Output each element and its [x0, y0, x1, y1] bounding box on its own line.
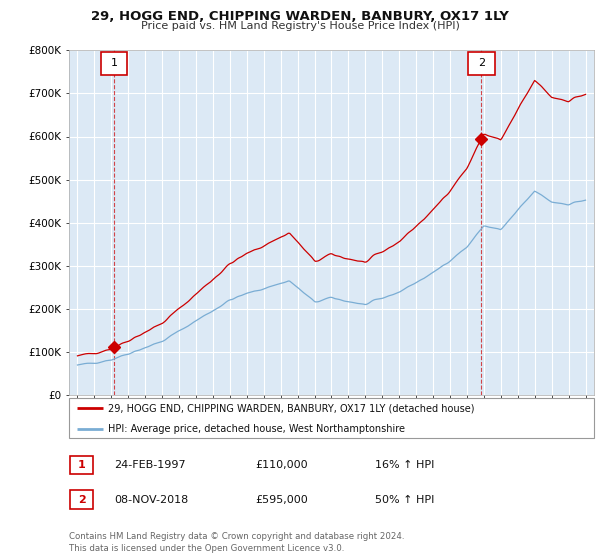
Text: 2: 2 [478, 58, 485, 68]
Text: 1: 1 [110, 58, 118, 68]
Text: 2: 2 [78, 494, 85, 505]
FancyBboxPatch shape [69, 398, 594, 438]
Text: £110,000: £110,000 [255, 460, 308, 470]
Text: Price paid vs. HM Land Registry's House Price Index (HPI): Price paid vs. HM Land Registry's House … [140, 21, 460, 31]
Text: 24-FEB-1997: 24-FEB-1997 [114, 460, 185, 470]
Text: HPI: Average price, detached house, West Northamptonshire: HPI: Average price, detached house, West… [109, 424, 406, 434]
FancyBboxPatch shape [70, 491, 93, 508]
Text: 29, HOGG END, CHIPPING WARDEN, BANBURY, OX17 1LY: 29, HOGG END, CHIPPING WARDEN, BANBURY, … [91, 10, 509, 23]
Text: £595,000: £595,000 [255, 494, 308, 505]
Text: 08-NOV-2018: 08-NOV-2018 [114, 494, 188, 505]
Text: 16% ↑ HPI: 16% ↑ HPI [375, 460, 434, 470]
Text: Contains HM Land Registry data © Crown copyright and database right 2024.
This d: Contains HM Land Registry data © Crown c… [69, 532, 404, 553]
Text: 1: 1 [78, 460, 85, 470]
FancyBboxPatch shape [70, 456, 93, 474]
FancyBboxPatch shape [101, 52, 127, 74]
Text: 50% ↑ HPI: 50% ↑ HPI [375, 494, 434, 505]
Text: 29, HOGG END, CHIPPING WARDEN, BANBURY, OX17 1LY (detached house): 29, HOGG END, CHIPPING WARDEN, BANBURY, … [109, 404, 475, 413]
FancyBboxPatch shape [468, 52, 494, 74]
